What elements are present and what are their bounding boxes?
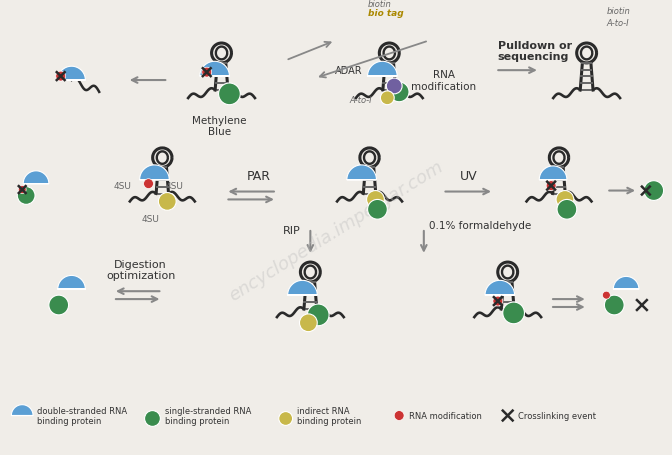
Polygon shape (485, 281, 515, 295)
Circle shape (380, 92, 394, 106)
Polygon shape (58, 67, 85, 81)
Text: RNA modification: RNA modification (409, 411, 482, 420)
Circle shape (159, 193, 176, 211)
Polygon shape (200, 62, 229, 77)
Circle shape (17, 187, 35, 205)
Circle shape (604, 295, 624, 315)
Text: 0.1% formaldehyde: 0.1% formaldehyde (429, 221, 531, 231)
Polygon shape (539, 167, 567, 180)
Text: Pulldown or
sequencing: Pulldown or sequencing (498, 40, 572, 62)
Circle shape (218, 84, 241, 106)
Polygon shape (288, 281, 317, 295)
Circle shape (307, 304, 329, 326)
Text: Digestion
optimization: Digestion optimization (106, 259, 175, 281)
Polygon shape (140, 166, 169, 180)
Text: RIP: RIP (283, 226, 300, 236)
Circle shape (602, 292, 610, 299)
Text: biotin: biotin (368, 0, 391, 9)
Text: A-to-I: A-to-I (350, 96, 372, 105)
Circle shape (49, 295, 69, 315)
Text: 4SU: 4SU (165, 182, 183, 191)
Circle shape (300, 314, 317, 332)
Circle shape (386, 79, 402, 95)
Circle shape (493, 297, 503, 306)
Circle shape (18, 186, 26, 194)
Polygon shape (11, 405, 33, 415)
Text: biotin: biotin (606, 7, 630, 16)
Circle shape (556, 191, 574, 209)
Polygon shape (368, 62, 397, 77)
Text: RNA
modification: RNA modification (411, 70, 476, 91)
Text: 4SU: 4SU (142, 214, 159, 223)
Circle shape (389, 83, 409, 102)
Circle shape (557, 200, 577, 220)
Polygon shape (614, 277, 639, 289)
Circle shape (368, 200, 387, 220)
Text: bio tag: bio tag (368, 10, 403, 18)
Circle shape (144, 411, 161, 426)
Text: A-to-I: A-to-I (606, 19, 629, 28)
Text: double-stranded RNA
binding protein: double-stranded RNA binding protein (37, 406, 127, 425)
Polygon shape (347, 166, 376, 180)
Circle shape (394, 411, 404, 420)
Circle shape (202, 68, 212, 78)
Circle shape (56, 72, 66, 82)
Circle shape (644, 181, 664, 201)
Text: indirect RNA
binding protein: indirect RNA binding protein (296, 406, 361, 425)
Text: UV: UV (460, 170, 477, 183)
Circle shape (546, 181, 556, 191)
Text: Crosslinking event: Crosslinking event (517, 411, 595, 420)
Text: PAR: PAR (247, 170, 271, 183)
Text: single-stranded RNA
binding protein: single-stranded RNA binding protein (165, 406, 252, 425)
Text: 4SU: 4SU (114, 182, 132, 191)
Circle shape (144, 179, 153, 189)
Circle shape (279, 412, 292, 425)
Circle shape (367, 191, 384, 209)
Polygon shape (24, 172, 49, 184)
Text: ADAR: ADAR (335, 66, 363, 76)
Circle shape (503, 303, 524, 324)
Text: encyclopedia.impergar.com: encyclopedia.impergar.com (226, 157, 446, 304)
Text: Methylene
Blue: Methylene Blue (192, 115, 247, 137)
Polygon shape (58, 276, 85, 289)
